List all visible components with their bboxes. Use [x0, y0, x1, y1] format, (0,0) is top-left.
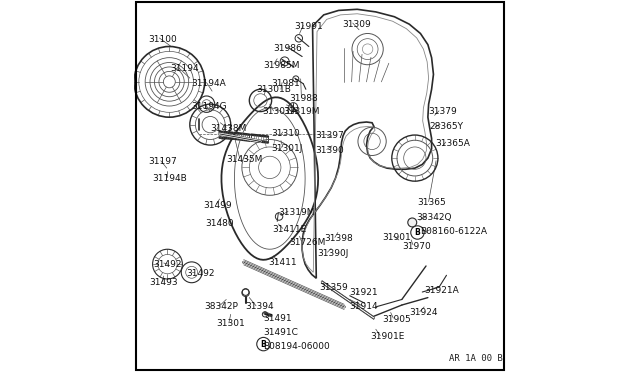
- Text: 31397: 31397: [316, 131, 344, 140]
- Text: 31905: 31905: [383, 315, 412, 324]
- Text: 31491: 31491: [264, 314, 292, 323]
- Text: AR 1A 00 B: AR 1A 00 B: [449, 354, 503, 363]
- Text: 31411E: 31411E: [273, 225, 307, 234]
- Text: 31901: 31901: [383, 233, 412, 242]
- Text: 31309: 31309: [342, 20, 371, 29]
- Text: 31970: 31970: [403, 242, 431, 251]
- Text: 31921A: 31921A: [424, 286, 459, 295]
- Text: 31359: 31359: [319, 283, 348, 292]
- Text: 31435M: 31435M: [227, 155, 262, 164]
- Text: 31319M: 31319M: [278, 208, 315, 217]
- Text: B: B: [415, 228, 420, 237]
- Text: 31194G: 31194G: [191, 102, 227, 110]
- Text: 31981: 31981: [271, 79, 300, 88]
- Text: 31492: 31492: [186, 269, 214, 278]
- Text: 31985M: 31985M: [264, 61, 300, 70]
- Text: 31365A: 31365A: [435, 139, 470, 148]
- Text: 31301: 31301: [216, 319, 244, 328]
- Text: 31194A: 31194A: [191, 79, 227, 88]
- Circle shape: [257, 337, 270, 351]
- Text: 31390: 31390: [316, 146, 344, 155]
- Text: 31499: 31499: [203, 201, 232, 210]
- Text: 31914: 31914: [349, 302, 378, 311]
- Text: 38342P: 38342P: [204, 302, 238, 311]
- Text: 31438M: 31438M: [211, 124, 246, 133]
- Text: 31411: 31411: [268, 258, 296, 267]
- Text: 31365: 31365: [417, 198, 446, 207]
- Circle shape: [242, 289, 250, 296]
- Text: 31319M: 31319M: [283, 107, 319, 116]
- Text: 31921: 31921: [349, 288, 378, 296]
- Text: 31726M: 31726M: [289, 238, 326, 247]
- Text: 31901E: 31901E: [370, 332, 404, 341]
- Text: 31991: 31991: [294, 22, 323, 31]
- Text: 31492: 31492: [154, 260, 182, 269]
- Text: B: B: [260, 340, 266, 349]
- Text: 31301A: 31301A: [262, 107, 297, 116]
- Text: 31100: 31100: [148, 35, 177, 44]
- Text: B08194-06000: B08194-06000: [264, 342, 330, 351]
- Text: 31924: 31924: [410, 308, 438, 317]
- Text: 31390J: 31390J: [317, 249, 348, 258]
- Text: B08160-6122A: B08160-6122A: [420, 227, 486, 236]
- Text: 31480: 31480: [205, 219, 234, 228]
- Text: 31986: 31986: [273, 44, 302, 53]
- Text: 31491C: 31491C: [264, 328, 298, 337]
- Text: 31379: 31379: [428, 107, 456, 116]
- Text: 31493: 31493: [149, 278, 177, 287]
- Text: 31301B: 31301B: [257, 85, 292, 94]
- Text: 31301J: 31301J: [271, 144, 303, 153]
- Text: 31194: 31194: [170, 64, 199, 73]
- Circle shape: [408, 218, 417, 227]
- Text: 31394: 31394: [245, 302, 273, 311]
- Text: 38342Q: 38342Q: [416, 213, 451, 222]
- Text: 31398: 31398: [324, 234, 353, 243]
- Text: 31197: 31197: [148, 157, 177, 166]
- Text: 31988: 31988: [289, 94, 318, 103]
- Text: 28365Y: 28365Y: [429, 122, 464, 131]
- Circle shape: [411, 226, 424, 239]
- Text: 31310: 31310: [271, 129, 300, 138]
- Text: 31194B: 31194B: [152, 174, 188, 183]
